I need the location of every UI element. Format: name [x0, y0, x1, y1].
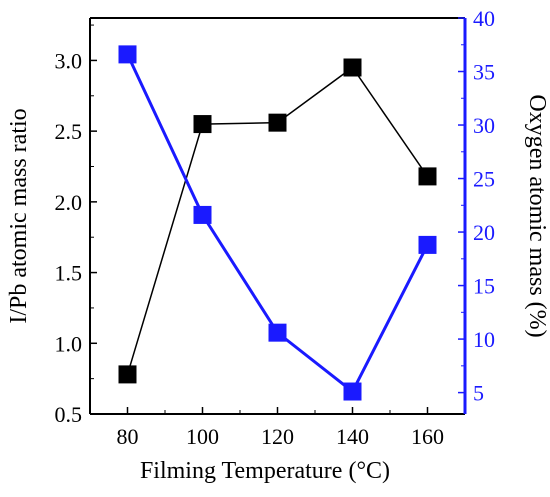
- y-left-tick-label: 1.0: [55, 331, 83, 356]
- y-right-tick-label: 30: [473, 113, 495, 138]
- y-left-tick-label: 0.5: [55, 402, 83, 427]
- x-tick-label: 120: [261, 424, 294, 449]
- x-tick-label: 160: [411, 424, 444, 449]
- marker-iodine-lead: [118, 365, 137, 384]
- y-right-tick-label: 15: [473, 274, 495, 299]
- y-left-tick-label: 3.0: [55, 48, 83, 73]
- marker-oxygen: [418, 235, 437, 254]
- y-left-tick-label: 2.5: [55, 119, 83, 144]
- series-layer: [118, 45, 437, 401]
- x-tick-label: 80: [117, 424, 139, 449]
- y-right-tick-label: 40: [473, 6, 495, 31]
- x-tick-label: 100: [186, 424, 219, 449]
- marker-oxygen: [118, 45, 137, 64]
- marker-oxygen: [268, 323, 287, 342]
- y-right-axis-label: Oxygen atomic mass (%): [524, 94, 550, 337]
- y-right-tick-label: 20: [473, 220, 495, 245]
- y-left-axis-label: I/Pb atomic mass ratio: [6, 108, 32, 323]
- y-right-tick-label: 25: [473, 167, 495, 192]
- y-left-tick-label: 2.0: [55, 190, 83, 215]
- x-tick-label: 140: [336, 424, 369, 449]
- marker-iodine-lead: [193, 115, 212, 134]
- marker-oxygen: [343, 382, 362, 401]
- marker-oxygen: [193, 205, 212, 224]
- marker-iodine-lead: [268, 113, 287, 132]
- marker-iodine-lead: [418, 167, 437, 186]
- marker-iodine-lead: [343, 58, 362, 77]
- y-right-tick-label: 5: [473, 381, 484, 406]
- y-right-tick-label: 35: [473, 60, 495, 85]
- axes-layer: 80 100 120 140 160 0.5 1.0 1.5 2.0 2.5 3.0 5 10 15 20 2…: [55, 6, 496, 449]
- x-axis-label: Filming Temperature (°C): [140, 458, 390, 484]
- y-left-tick-label: 1.5: [55, 261, 83, 286]
- y-right-tick-label: 10: [473, 327, 495, 352]
